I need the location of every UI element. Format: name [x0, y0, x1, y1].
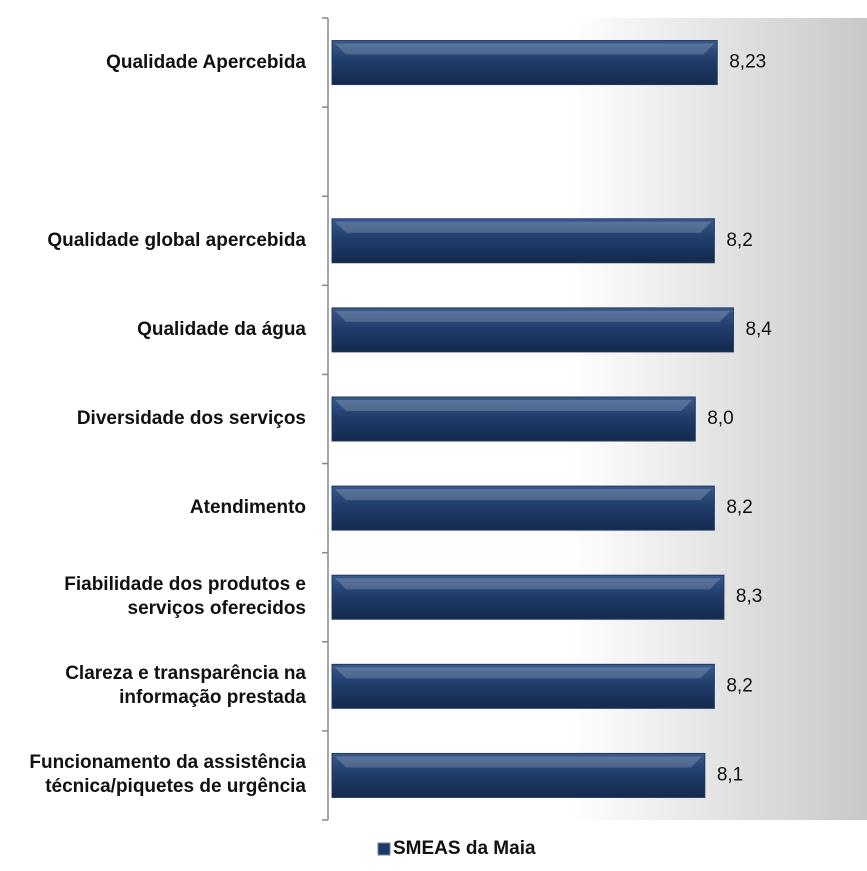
value-label: 8,0: [707, 408, 733, 429]
bar-bevel: [335, 400, 693, 411]
bar: [331, 485, 715, 531]
bar: [331, 396, 696, 442]
value-label: 8,4: [745, 319, 772, 340]
category-label: Diversidade dos serviços: [76, 408, 306, 429]
category-label: Qualidade da água: [137, 318, 306, 340]
bar: [331, 663, 715, 709]
bar-bevel: [335, 221, 712, 233]
bar: [331, 307, 734, 353]
bar-bevel: [335, 43, 715, 55]
value-label: 8,2: [726, 675, 752, 696]
category-label: Atendimento: [189, 497, 306, 519]
category-label: Clareza e transparência na informação pr…: [65, 663, 306, 709]
bar-bevel: [335, 489, 712, 501]
value-label: 8,1: [717, 764, 743, 785]
legend-swatch: [377, 842, 391, 856]
category-label: Funcionamento da assistência técnica/piq…: [29, 752, 306, 798]
value-label: 8,2: [726, 230, 752, 251]
value-label: 8,3: [736, 586, 762, 607]
legend-label: SMEAS da Maia: [393, 838, 536, 859]
category-label: Qualidade Apercebida: [106, 51, 306, 73]
bar: [331, 752, 706, 798]
bar-bevel: [335, 667, 712, 679]
bar-bevel: [335, 310, 731, 322]
bar-bevel: [335, 756, 702, 768]
bar-bevel: [335, 578, 721, 590]
category-label: Fiabilidade dos produtos e serviços ofer…: [64, 574, 306, 620]
bar: [331, 218, 715, 264]
value-label: 8,2: [726, 497, 752, 518]
bar: [331, 574, 725, 620]
bar: [331, 40, 718, 86]
category-label: Qualidade global apercebida: [47, 229, 306, 251]
value-label: 8,23: [729, 52, 766, 73]
